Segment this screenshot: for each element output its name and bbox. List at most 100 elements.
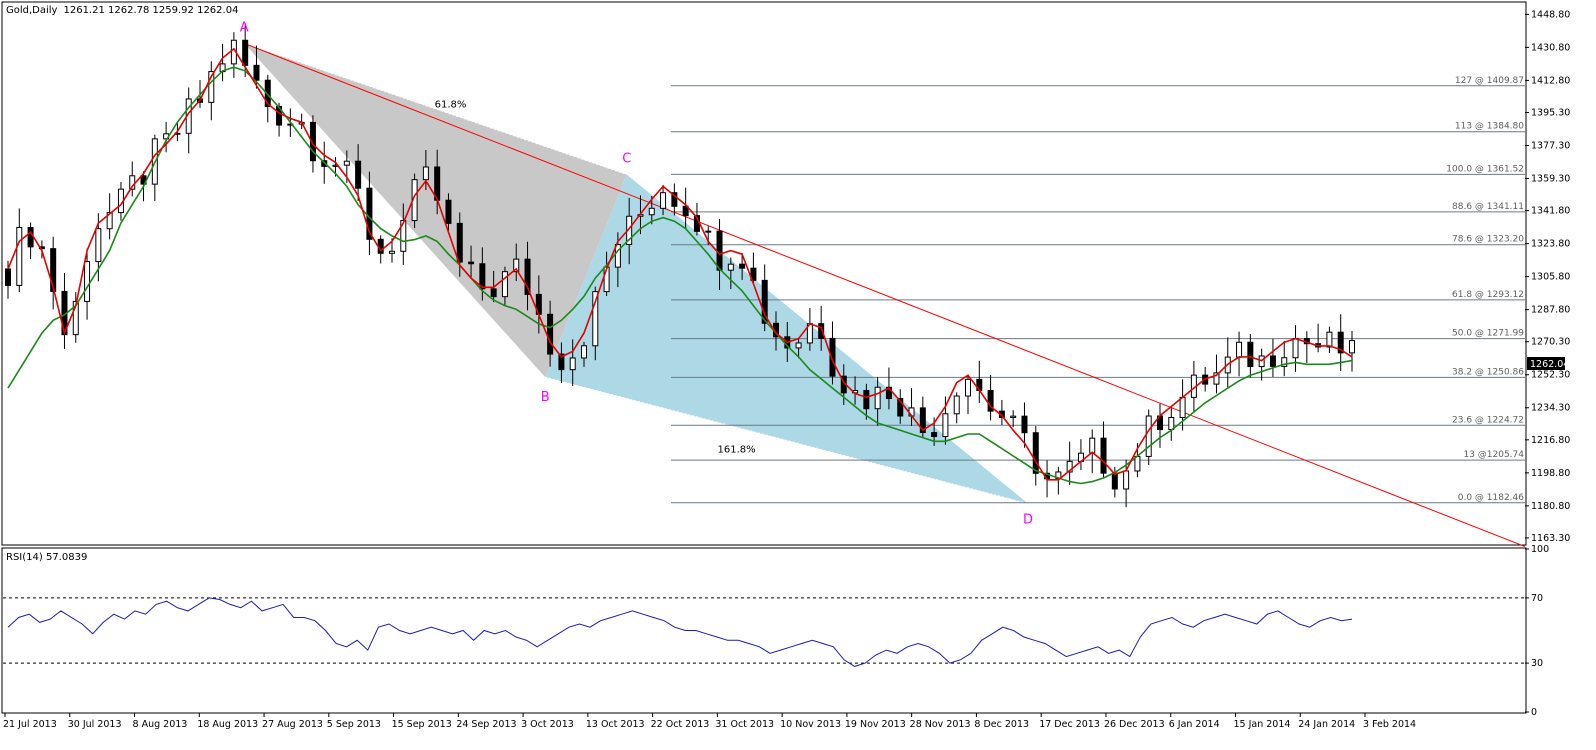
- price-tick-label: 1305.80: [1531, 272, 1570, 283]
- time-tick-label: 18 Aug 2013: [197, 719, 258, 730]
- pattern-edge-bd: [545, 376, 1029, 505]
- price-tick-label: 1341.80: [1531, 206, 1570, 217]
- time-tick-label: 3 Oct 2013: [521, 719, 574, 730]
- time-tick-label: 21 Jul 2013: [3, 719, 57, 730]
- time-tick-label: 22 Oct 2013: [651, 719, 710, 730]
- candle-body: [1111, 472, 1118, 490]
- candle-body: [874, 386, 881, 410]
- candle-body: [27, 226, 34, 248]
- time-tick-label: 5 Sep 2013: [327, 719, 381, 730]
- candle-body: [422, 166, 429, 181]
- moving-average-slow-line: [7, 66, 1353, 485]
- candle-body: [987, 389, 994, 412]
- candle-body: [1349, 340, 1355, 354]
- time-tick-label: 13 Oct 2013: [586, 719, 645, 730]
- candle-body: [739, 263, 746, 269]
- pattern-labels-layer: A B C D 61.8% 161.8%: [240, 20, 1033, 527]
- candle-body: [660, 192, 667, 209]
- price-tick-label: 1287.80: [1531, 305, 1570, 316]
- candle-body: [569, 357, 576, 371]
- candle-body: [355, 160, 362, 189]
- candle-body: [242, 39, 249, 66]
- fib-level-label: 127 @ 1409.87: [1455, 76, 1524, 86]
- candle-body: [400, 220, 407, 252]
- candle-body: [1168, 416, 1175, 431]
- candle-body: [1123, 470, 1130, 490]
- fib-level-label: 88.6 @ 1341.11: [1452, 202, 1524, 212]
- candle-body: [208, 71, 215, 103]
- candle-body: [468, 261, 475, 265]
- price-tick-label: 1412.80: [1531, 75, 1570, 86]
- candle-body: [897, 398, 904, 417]
- fib-level-label: 13 @1205.74: [1463, 450, 1524, 460]
- time-tick-label: 19 Nov 2013: [845, 719, 906, 730]
- rsi-line: [7, 597, 1353, 667]
- resistance-trendline: [244, 42, 1526, 548]
- candle-body: [1281, 357, 1288, 367]
- price-tick-label: 1198.80: [1531, 468, 1570, 479]
- candle-body: [829, 337, 836, 377]
- price-tick-label: 1163.30: [1531, 533, 1570, 544]
- candle-body: [1089, 437, 1096, 454]
- candle-body: [795, 342, 802, 349]
- time-tick-label: 28 Nov 2013: [910, 719, 971, 730]
- candle-body: [501, 271, 508, 298]
- fib-level-label: 113 @ 1384.80: [1455, 122, 1524, 132]
- rsi-tick-label: 0: [1531, 707, 1537, 718]
- fib-level-label: 38.2 @ 1250.86: [1452, 367, 1524, 377]
- candle-body: [1236, 341, 1243, 358]
- candle-body: [50, 248, 57, 292]
- time-tick-label: 6 Jan 2014: [1169, 719, 1220, 730]
- candle-body: [1032, 432, 1039, 474]
- candle-body: [5, 268, 11, 286]
- candle-body: [716, 230, 723, 271]
- price-tick-label: 1252.30: [1531, 370, 1570, 381]
- candle-body: [931, 432, 938, 438]
- price-tick-label: 1359.30: [1531, 174, 1570, 185]
- trendline-layer: [244, 42, 1526, 548]
- rsi-tick-label: 100: [1531, 544, 1549, 555]
- candle-body: [671, 192, 678, 207]
- moving-average-fast-line: [7, 47, 1353, 481]
- candle-body: [750, 267, 757, 281]
- last-price-tag: 1262.04: [1530, 359, 1569, 370]
- fib-level-label: 50.0 @ 1271.99: [1452, 329, 1524, 339]
- pattern-edge-ac: [244, 42, 627, 175]
- fib-level-label: 23.6 @ 1224.72: [1452, 415, 1524, 425]
- candle-body: [614, 244, 621, 268]
- candle-body: [1145, 415, 1152, 457]
- candle-body: [705, 230, 712, 233]
- last-price-tag-box: [1527, 357, 1565, 370]
- time-tick-label: 8 Dec 2013: [974, 719, 1029, 730]
- candle-body: [965, 378, 971, 397]
- candle-body: [1179, 396, 1186, 418]
- candle-body: [1134, 455, 1141, 472]
- time-tick-label: 10 Nov 2013: [780, 719, 841, 730]
- fib-level-label: 78.6 @ 1323.20: [1452, 235, 1524, 245]
- time-axis: 21 Jul 2013 30 Jul 2013 8 Aug 2013 18 Aug 2…: [3, 713, 1416, 730]
- pattern-point-label: B: [541, 390, 550, 405]
- candle-body: [547, 313, 554, 355]
- pattern-point-label: C: [622, 151, 631, 166]
- ratio-label-bd: 161.8%: [718, 444, 756, 455]
- time-tick-label: 30 Jul 2013: [68, 719, 122, 730]
- candle-body: [1213, 372, 1220, 385]
- candle-body: [761, 279, 768, 324]
- candle-body: [1337, 331, 1344, 354]
- time-tick-label: 26 Dec 2013: [1104, 719, 1165, 730]
- candle-body: [1100, 437, 1107, 474]
- time-tick-label: 15 Jan 2014: [1233, 719, 1290, 730]
- pattern-triangle-abc: [244, 43, 627, 378]
- candle-body: [953, 395, 960, 415]
- time-tick-label: 24 Sep 2013: [456, 719, 516, 730]
- candle-body: [309, 121, 316, 162]
- candle-body: [445, 199, 452, 224]
- candle-body: [682, 205, 689, 217]
- candle-body: [513, 258, 520, 273]
- rsi-layer: 100 70 30 0: [3, 544, 1549, 718]
- price-tick-label: 1323.80: [1531, 239, 1570, 250]
- candle-body: [919, 407, 926, 434]
- candle-body: [524, 258, 531, 295]
- time-tick-label: 3 Feb 2014: [1363, 719, 1416, 730]
